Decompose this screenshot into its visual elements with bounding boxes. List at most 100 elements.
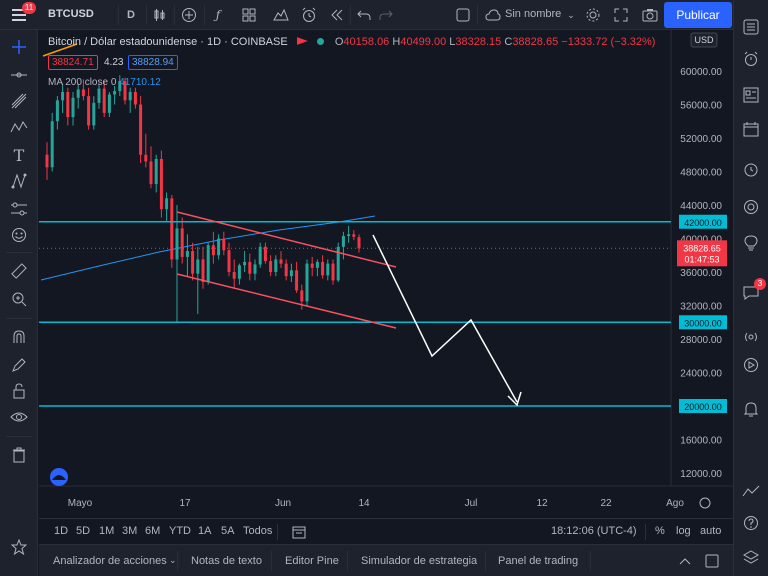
candle-body[interactable]: [279, 259, 283, 264]
measure-settings-tool[interactable]: [8, 198, 30, 220]
candle-body[interactable]: [191, 251, 195, 274]
favorites-tool[interactable]: [8, 536, 30, 558]
candle-body[interactable]: [263, 246, 267, 262]
candle-body[interactable]: [352, 234, 356, 237]
trend-line-tool[interactable]: [8, 64, 30, 86]
indicators-button[interactable]: ƒ: [207, 5, 229, 25]
publish-button[interactable]: Publicar: [664, 2, 732, 28]
chart-type-button[interactable]: [149, 5, 171, 25]
maximize-icon[interactable]: [705, 554, 719, 568]
magnet-tool[interactable]: [8, 326, 30, 348]
price-chart[interactable]: 60000.00 56000.00 52000.00 48000.00 44000.00…: [39, 30, 733, 518]
notifications-button[interactable]: [740, 398, 762, 420]
candle-body[interactable]: [92, 102, 96, 126]
range-3m[interactable]: 3M: [122, 525, 138, 537]
candle-body[interactable]: [310, 263, 314, 268]
candle-body[interactable]: [315, 261, 319, 268]
channel-upper-line[interactable]: [176, 211, 397, 268]
candle-body[interactable]: [258, 246, 262, 265]
ruler-tool[interactable]: [8, 260, 30, 282]
candle-body[interactable]: [300, 290, 304, 302]
candle-body[interactable]: [149, 161, 153, 185]
tab-text-notes[interactable]: Notas de texto: [191, 555, 262, 567]
candle-body[interactable]: [201, 259, 205, 283]
candle-body[interactable]: [139, 104, 143, 155]
candle-body[interactable]: [66, 91, 70, 118]
crosshair-tool[interactable]: [8, 36, 30, 58]
candle-body[interactable]: [305, 263, 309, 302]
streams-button[interactable]: [740, 326, 762, 348]
sell-price-box[interactable]: 38824.71: [48, 55, 98, 70]
compare-button[interactable]: [178, 5, 200, 25]
replay-playback-button[interactable]: [740, 354, 762, 376]
range-5d[interactable]: 5D: [76, 525, 91, 537]
chevron-down-icon[interactable]: ⌄: [169, 555, 177, 565]
text-tool[interactable]: T: [8, 144, 30, 166]
candle-body[interactable]: [71, 97, 75, 118]
ideas-button[interactable]: [740, 158, 762, 180]
range-5a[interactable]: 5A: [221, 525, 235, 537]
candle-body[interactable]: [196, 259, 200, 274]
fullscreen-button[interactable]: [610, 5, 632, 25]
log-toggle[interactable]: log: [676, 525, 691, 537]
candle-body[interactable]: [133, 91, 137, 105]
buy-price-box[interactable]: 38828.94: [128, 55, 178, 70]
candle-body[interactable]: [336, 246, 340, 281]
candle-body[interactable]: [185, 251, 189, 257]
icons-tool[interactable]: [8, 224, 30, 246]
candle-body[interactable]: [81, 89, 85, 97]
candle-body[interactable]: [326, 263, 330, 276]
candle-body[interactable]: [321, 261, 325, 276]
tab-stock-screener[interactable]: Analizador de acciones: [53, 555, 167, 567]
alerts-button[interactable]: [740, 48, 762, 70]
ma-legend[interactable]: MA 200 close 0 41710.12: [48, 77, 161, 88]
candle-body[interactable]: [76, 89, 80, 98]
undo-button[interactable]: [353, 5, 375, 25]
candle-body[interactable]: [237, 265, 241, 279]
candle-body[interactable]: [123, 81, 127, 101]
candle-body[interactable]: [222, 238, 226, 251]
candle-body[interactable]: [107, 94, 111, 113]
help-button[interactable]: [740, 512, 762, 534]
replay-button[interactable]: [326, 5, 348, 25]
candle-body[interactable]: [45, 154, 49, 168]
idea-lightbulb-button[interactable]: [740, 232, 762, 254]
candle-body[interactable]: [274, 259, 278, 272]
range-1a[interactable]: 1A: [198, 525, 212, 537]
candle-body[interactable]: [253, 264, 257, 274]
auto-toggle[interactable]: auto: [700, 525, 722, 537]
candle-body[interactable]: [211, 245, 215, 256]
tab-trading-panel[interactable]: Panel de trading: [498, 555, 579, 567]
candle-body[interactable]: [269, 261, 273, 272]
candle-body[interactable]: [97, 88, 101, 103]
orange-trend-line[interactable]: [42, 43, 78, 57]
layout-name[interactable]: Sin nombre: [505, 8, 562, 20]
range-1d[interactable]: 1D: [54, 525, 69, 537]
layout-checkbox[interactable]: [452, 5, 474, 25]
redo-button[interactable]: [375, 5, 397, 25]
layout-dropdown[interactable]: ⌄: [560, 5, 582, 25]
candle-body[interactable]: [144, 154, 148, 162]
candle-body[interactable]: [159, 158, 163, 210]
candle-body[interactable]: [243, 261, 247, 266]
candle-body[interactable]: [87, 96, 91, 126]
candle-body[interactable]: [341, 235, 345, 247]
candle-body[interactable]: [289, 270, 293, 277]
date-range-icon[interactable]: [292, 525, 306, 539]
candle-body[interactable]: [248, 261, 252, 274]
candle-body[interactable]: [232, 272, 236, 279]
candle-body[interactable]: [295, 270, 299, 291]
calendar-button[interactable]: [740, 118, 762, 140]
menu-button[interactable]: [6, 4, 32, 26]
tab-strategy-tester[interactable]: Simulador de estrategia: [361, 555, 478, 567]
candle-body[interactable]: [170, 198, 174, 260]
fib-tool[interactable]: [8, 90, 30, 112]
interval-selector[interactable]: D: [127, 9, 135, 21]
chevron-up-icon[interactable]: [679, 557, 691, 565]
percent-toggle[interactable]: %: [655, 525, 665, 537]
axis-settings-gear-icon[interactable]: [699, 497, 711, 509]
pattern-tool[interactable]: [8, 116, 30, 138]
snapshot-button[interactable]: [639, 5, 661, 25]
visibility-tool[interactable]: [8, 406, 30, 428]
watchlist-button[interactable]: [740, 16, 762, 38]
